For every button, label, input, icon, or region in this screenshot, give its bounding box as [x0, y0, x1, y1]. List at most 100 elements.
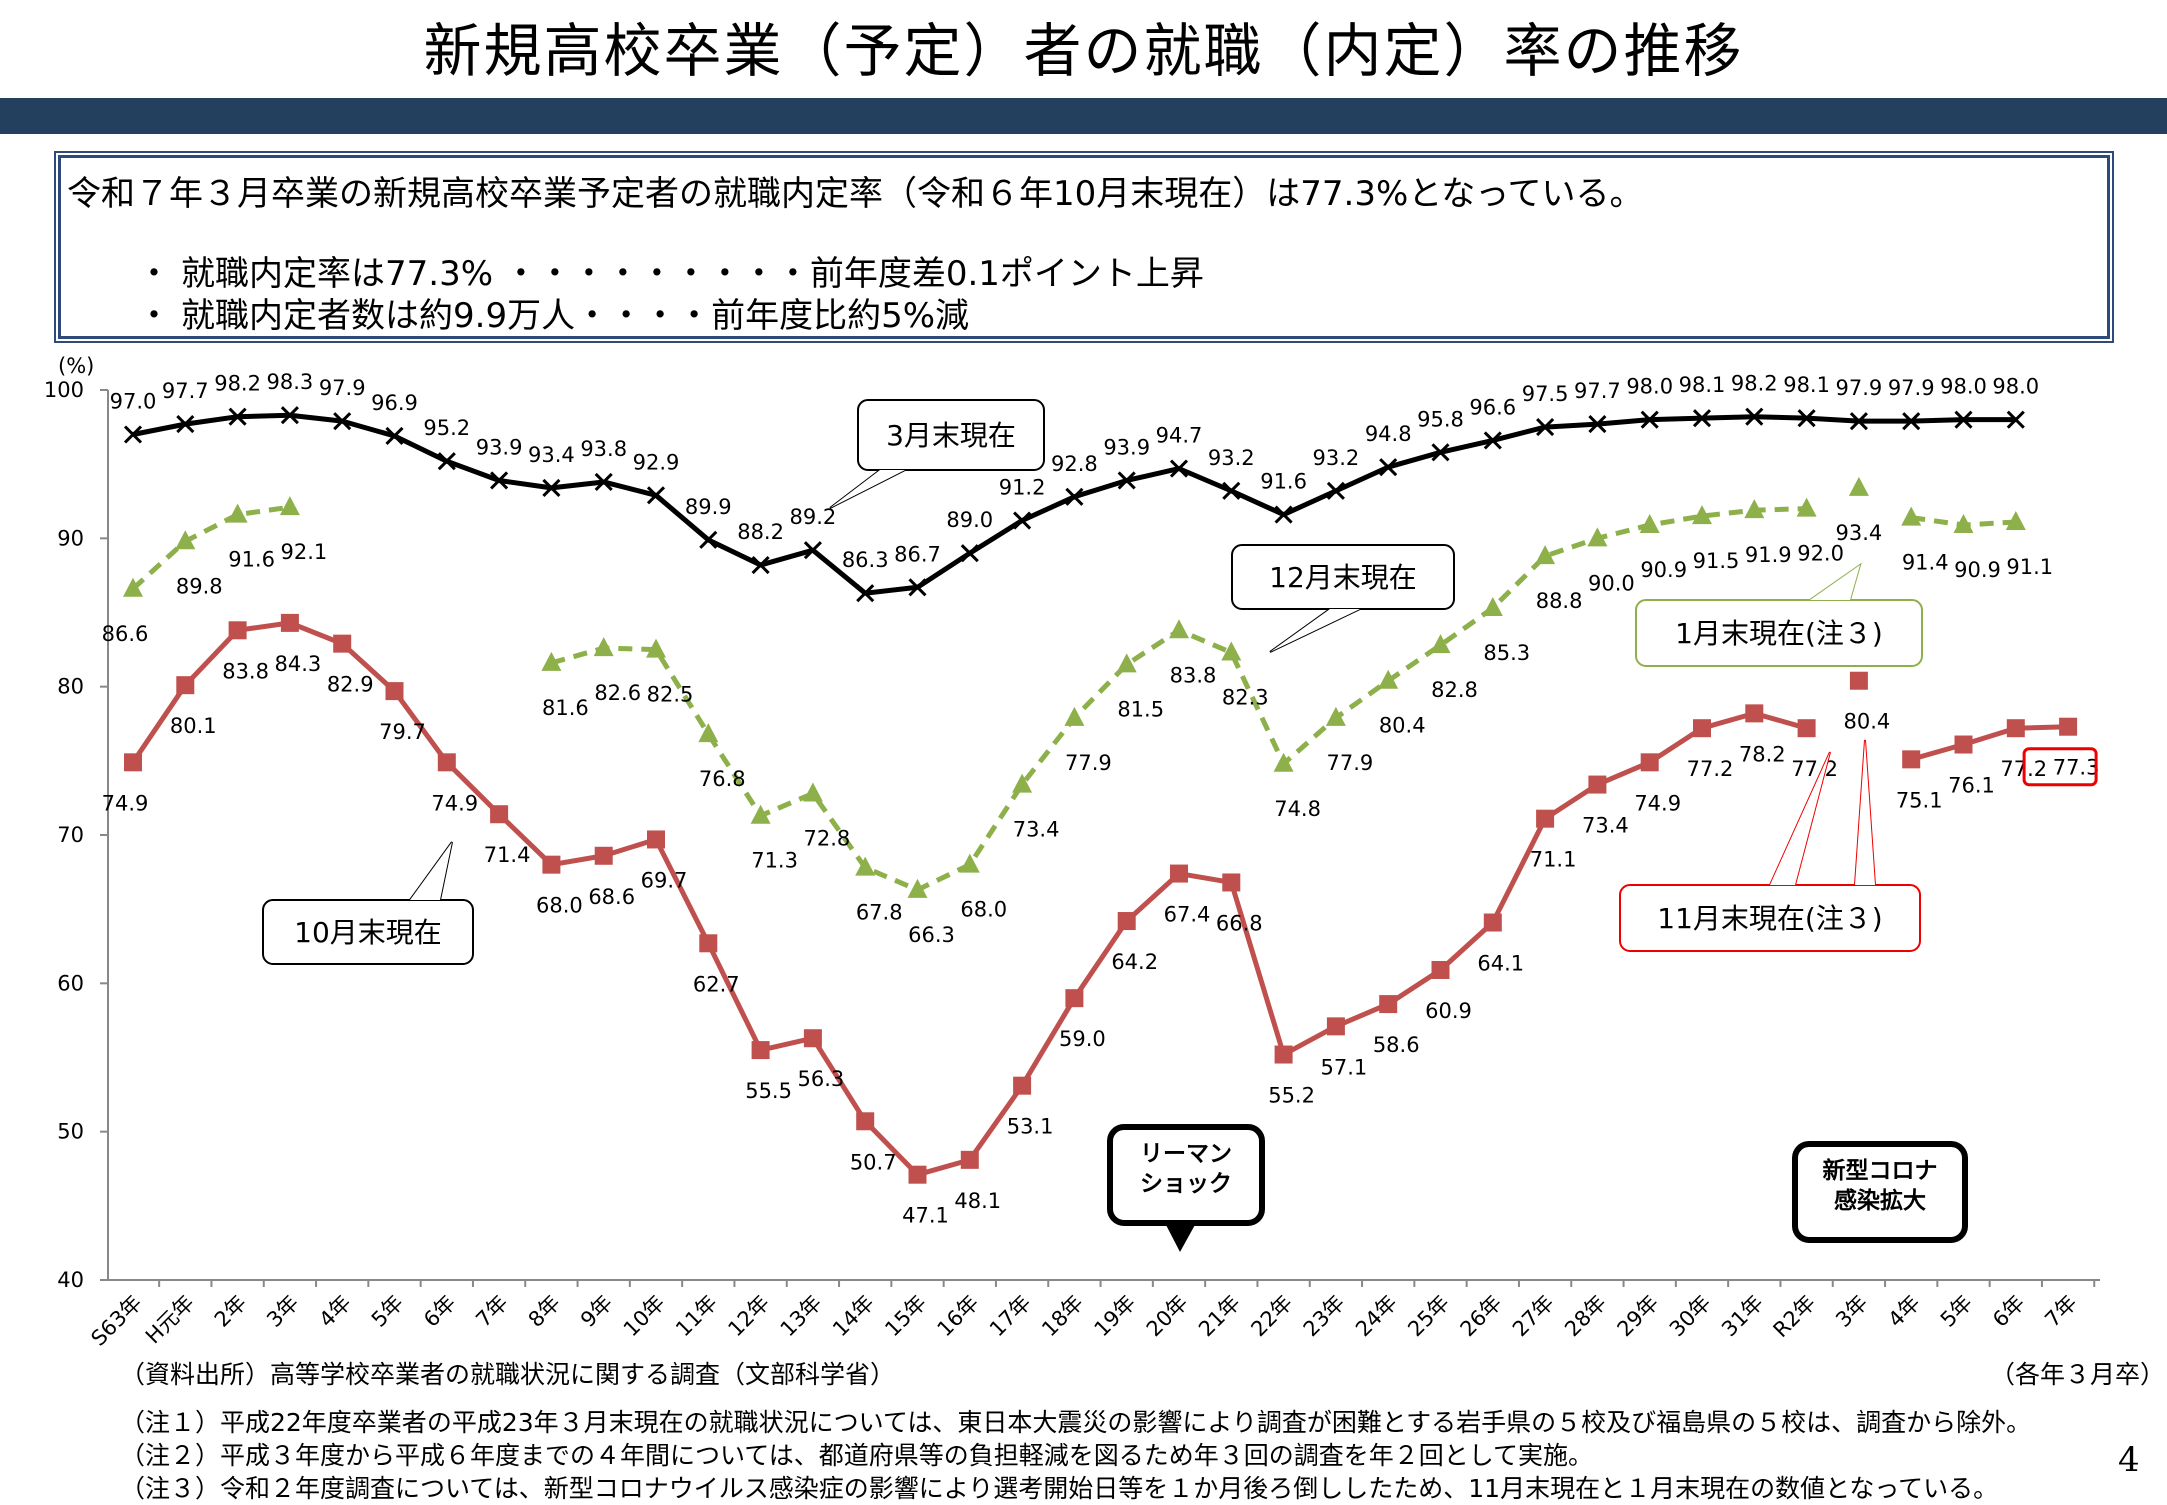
- data-point-marker: [176, 415, 195, 434]
- data-label: 98.2: [1731, 372, 1778, 396]
- data-point-marker: [1639, 513, 1660, 533]
- data-label: 93.9: [1103, 435, 1150, 459]
- data-label: 82.5: [647, 683, 694, 707]
- data-point-marker: [1379, 458, 1398, 477]
- data-label: 85.3: [1483, 641, 1530, 665]
- data-point-marker: [907, 878, 928, 898]
- unit-note: （各年３月卒）: [1990, 1360, 2166, 1389]
- x-tick-label: 4年: [314, 1291, 355, 1332]
- data-point-marker: [280, 613, 299, 632]
- data-label: 68.6: [588, 885, 635, 909]
- data-point-marker: [1587, 527, 1608, 547]
- data-point-marker: [960, 544, 979, 563]
- data-label: 90.9: [1954, 558, 2001, 582]
- data-point-marker: [227, 503, 248, 523]
- x-tick-label: 15年: [880, 1291, 931, 1342]
- data-point-marker: [594, 846, 613, 865]
- data-label: 89.8: [176, 574, 223, 598]
- data-label: 74.9: [431, 791, 478, 815]
- data-point-marker: [2006, 719, 2025, 738]
- data-label: 77.2: [1687, 757, 1734, 781]
- data-point-marker: [2005, 511, 2026, 531]
- data-label: 47.1: [902, 1204, 949, 1228]
- data-point-marker: [228, 621, 247, 640]
- x-tick-label: S63年: [86, 1291, 146, 1351]
- data-label: 69.7: [641, 868, 688, 892]
- data-label: 55.2: [1268, 1084, 1315, 1108]
- data-point-marker: [1222, 873, 1241, 892]
- x-tick-label: 7年: [471, 1291, 512, 1332]
- data-label: 76.1: [1948, 774, 1995, 798]
- data-point-marker: [280, 406, 299, 425]
- data-point-marker: [1692, 409, 1712, 428]
- data-label: 81.5: [1117, 697, 1164, 721]
- data-label: 95.2: [423, 416, 470, 440]
- covid-callout-label: 感染拡大: [1834, 1187, 1926, 1214]
- summary-bullet-2: ・ 就職内定者数は約9.9万人・・・・前年度比約5%減: [137, 288, 970, 337]
- data-label: 97.0: [110, 390, 157, 414]
- march-callout-pointer-fill: [830, 470, 905, 508]
- data-point-marker: [1745, 407, 1764, 426]
- data-point-marker: [802, 782, 823, 802]
- bullet-mark: ・: [137, 296, 171, 336]
- data-label: 98.0: [1940, 375, 1987, 399]
- y-unit-label: (%): [58, 354, 94, 378]
- data-point-marker: [751, 1041, 770, 1060]
- data-label: 92.8: [1051, 452, 1098, 476]
- data-point-marker: [1640, 753, 1659, 772]
- x-tick-label: 23年: [1299, 1291, 1350, 1342]
- data-label: 57.1: [1321, 1055, 1368, 1079]
- note-1: （注１）平成22年度卒業者の平成23年３月末現在の就職状況については、東日本大震…: [120, 1408, 2032, 1437]
- data-point-marker: [123, 425, 143, 444]
- data-point-marker: [1692, 505, 1712, 525]
- data-point-marker: [1536, 809, 1555, 828]
- data-point-marker: [959, 853, 980, 873]
- data-point-marker: [1482, 597, 1503, 617]
- data-label: 71.1: [1530, 848, 1577, 872]
- data-label: 86.6: [102, 622, 149, 646]
- data-point-marker: [908, 578, 927, 597]
- x-tick-label: 29年: [1613, 1291, 1664, 1342]
- x-tick-label: 8年: [524, 1291, 565, 1332]
- data-point-marker: [1326, 1017, 1345, 1036]
- data-point-marker: [175, 530, 196, 550]
- data-label: 79.7: [379, 720, 426, 744]
- data-label: 80.1: [170, 714, 217, 738]
- data-label: 98.1: [1679, 373, 1726, 397]
- data-label: 96.9: [371, 391, 418, 415]
- data-label: 67.4: [1164, 903, 1211, 927]
- data-point-marker: [1169, 459, 1189, 478]
- source-note: （資料出所）高等学校卒業者の就職状況に関する調査（文部科学省）: [120, 1360, 896, 1389]
- data-point-marker: [1902, 750, 1921, 769]
- data-point-marker: [2006, 410, 2025, 429]
- y-tick-label: 40: [57, 1268, 84, 1292]
- november-callout-pointer-fill: [1770, 740, 1875, 885]
- y-tick-label: 50: [57, 1120, 84, 1144]
- december-callout-label: 12月末現在: [1269, 561, 1417, 594]
- data-label: 97.5: [1522, 382, 1569, 406]
- x-tick-label: 22年: [1246, 1291, 1297, 1342]
- data-label: 82.8: [1431, 678, 1478, 702]
- data-label: 93.4: [528, 443, 575, 467]
- data-label: 84.3: [275, 652, 322, 676]
- x-tick-label: 13年: [776, 1291, 827, 1342]
- data-label: 60.9: [1425, 999, 1472, 1023]
- lehman-shock-callout-label: リーマン: [1140, 1141, 1232, 1167]
- x-tick-label: R2年: [1769, 1291, 1821, 1343]
- data-label: 55.5: [745, 1079, 792, 1103]
- lehman-shock-callout-pointer: [1165, 1223, 1196, 1252]
- data-label: 89.2: [790, 505, 837, 529]
- x-tick-label: 2年: [210, 1291, 251, 1332]
- data-point-marker: [333, 412, 352, 431]
- data-label: 91.1: [2006, 555, 2053, 579]
- summary-bullet-2-text: 就職内定者数は約9.9万人・・・・前年度比約5%減: [181, 296, 970, 336]
- y-tick-label: 80: [57, 675, 84, 699]
- data-label: 97.9: [1836, 376, 1883, 400]
- lehman-shock-callout-box: [1107, 1124, 1265, 1226]
- data-label: 91.9: [1745, 543, 1792, 567]
- data-label: 77.9: [1065, 751, 1112, 775]
- data-label: 67.8: [856, 901, 903, 925]
- data-point-marker: [176, 676, 195, 695]
- data-label: 62.7: [693, 972, 740, 996]
